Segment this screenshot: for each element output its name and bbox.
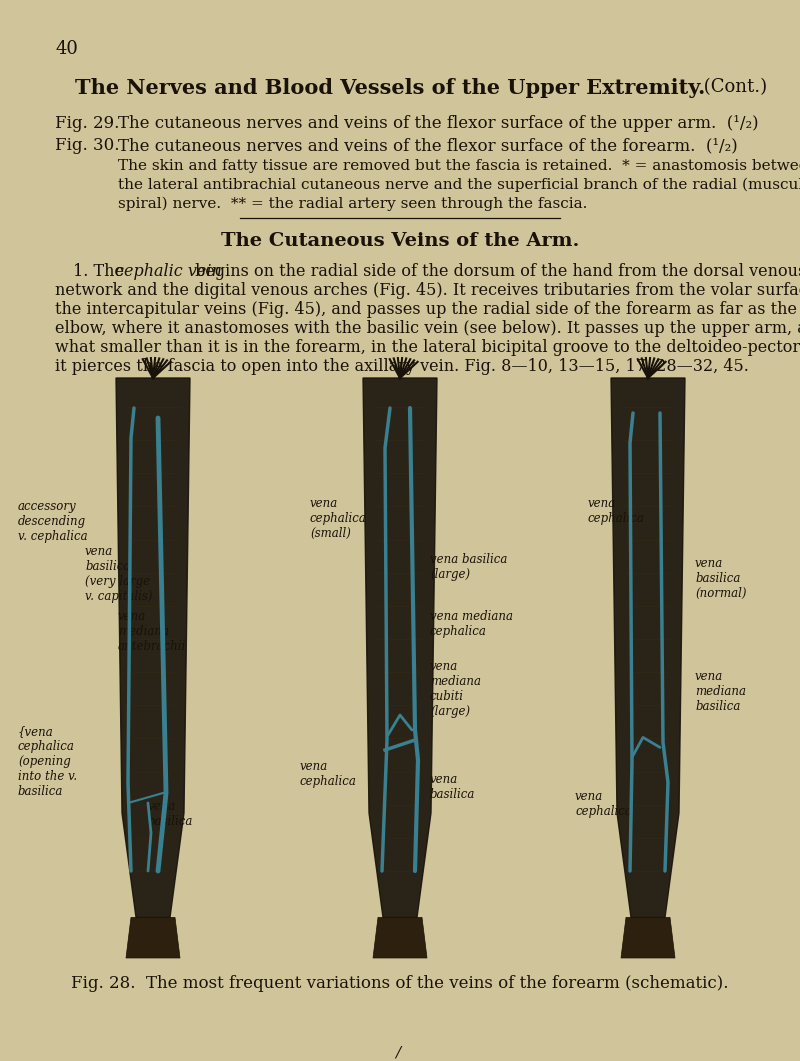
Text: network and the digital venous arches (Fig. 45). It receives tributaries from th: network and the digital venous arches (F…: [55, 282, 800, 299]
Text: the lateral antibrachial cutaneous nerve and the superficial branch of the radia: the lateral antibrachial cutaneous nerve…: [118, 178, 800, 192]
Polygon shape: [126, 918, 180, 958]
Text: Fig. 28.  The most frequent variations of the veins of the forearm (schematic).: Fig. 28. The most frequent variations of…: [71, 975, 729, 992]
Text: the intercapitular veins (Fig. 45), and passes up the radial side of the forearm: the intercapitular veins (Fig. 45), and …: [55, 301, 800, 318]
Text: vena
cephalica: vena cephalica: [588, 497, 645, 525]
Text: vena
cephalica: vena cephalica: [575, 790, 632, 818]
Polygon shape: [621, 918, 675, 958]
Text: vena
mediana
antebrachii: vena mediana antebrachii: [118, 610, 186, 653]
Text: it pierces the fascia to open into the axillary vein. Fig. 8—10, 13—15, 17, 28—3: it pierces the fascia to open into the a…: [55, 358, 749, 375]
Polygon shape: [373, 918, 427, 958]
Text: /: /: [395, 1045, 400, 1059]
Text: accessory
descending
v. cephalica: accessory descending v. cephalica: [18, 500, 88, 543]
Polygon shape: [363, 378, 437, 918]
Text: vena
basilica
(very large
v. capitalis): vena basilica (very large v. capitalis): [85, 545, 153, 603]
Text: Fig. 29.: Fig. 29.: [55, 115, 119, 132]
Text: vena
basilica: vena basilica: [430, 773, 475, 801]
Text: vena mediana
cephalica: vena mediana cephalica: [430, 610, 513, 638]
Text: 1. The: 1. The: [73, 263, 129, 280]
Text: cephalic vein: cephalic vein: [115, 263, 222, 280]
Text: vena
cephalica: vena cephalica: [300, 760, 357, 788]
Text: The cutaneous nerves and veins of the flexor surface of the upper arm.  (¹/₂): The cutaneous nerves and veins of the fl…: [118, 115, 758, 132]
Text: 40: 40: [55, 40, 78, 58]
Text: The Nerves and Blood Vessels of the Upper Extremity.: The Nerves and Blood Vessels of the Uppe…: [75, 79, 705, 98]
Text: vena
mediana
cubiti
(large): vena mediana cubiti (large): [430, 660, 481, 718]
Text: The Cutaneous Veins of the Arm.: The Cutaneous Veins of the Arm.: [221, 232, 579, 250]
Text: vena
cephalica
(small): vena cephalica (small): [310, 497, 367, 540]
Text: begins on the radial side of the dorsum of the hand from the dorsal venous: begins on the radial side of the dorsum …: [190, 263, 800, 280]
Text: elbow, where it anastomoses with the basilic vein (see below). It passes up the : elbow, where it anastomoses with the bas…: [55, 320, 800, 337]
Text: vena basilica
(large): vena basilica (large): [430, 553, 507, 581]
Polygon shape: [116, 378, 190, 918]
Text: The cutaneous nerves and veins of the flexor surface of the forearm.  (¹/₂): The cutaneous nerves and veins of the fl…: [118, 137, 738, 154]
Text: Fig. 30.: Fig. 30.: [55, 137, 119, 154]
Text: {vena
cephalica
(opening
into the v.
basilica: {vena cephalica (opening into the v. bas…: [18, 725, 77, 798]
Text: The skin and fatty tissue are removed but the fascia is retained.  * = anastomos: The skin and fatty tissue are removed bu…: [118, 159, 800, 173]
Text: what smaller than it is in the forearm, in the lateral bicipital groove to the d: what smaller than it is in the forearm, …: [55, 340, 800, 356]
Text: vena
basilica
(normal): vena basilica (normal): [695, 557, 746, 601]
Text: (Cont.): (Cont.): [698, 79, 767, 95]
Text: spiral) nerve.  ** = the radial artery seen through the fascia.: spiral) nerve. ** = the radial artery se…: [118, 197, 587, 211]
Polygon shape: [611, 378, 685, 918]
Text: vena
basilica: vena basilica: [148, 800, 194, 828]
Text: vena
mediana
basilica: vena mediana basilica: [695, 669, 746, 713]
